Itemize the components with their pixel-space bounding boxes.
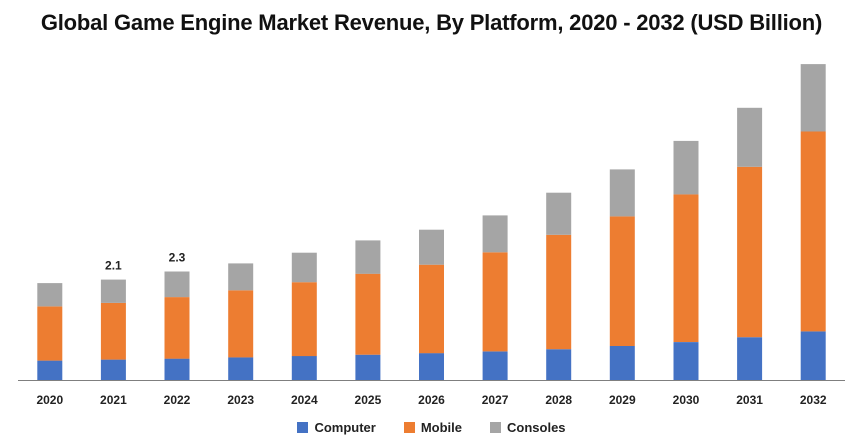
bar-consoles-2030 (673, 140, 699, 195)
bar-consoles-2029 (609, 169, 635, 217)
bar-mobile-2029 (609, 216, 635, 346)
bar-computer-2030 (673, 342, 699, 380)
x-tick-label-2020: 2020 (36, 393, 63, 407)
bar-computer-2021 (100, 359, 126, 380)
legend-swatch-computer (297, 422, 309, 433)
bar-consoles-2028 (546, 192, 572, 235)
x-tick-label-2028: 2028 (545, 393, 572, 407)
bar-computer-2032 (800, 331, 826, 380)
bar-consoles-2031 (737, 107, 763, 167)
bar-computer-2020 (37, 360, 63, 380)
bar-consoles-2022 (164, 271, 190, 298)
x-tick-label-2021: 2021 (100, 393, 127, 407)
chart-legend: Computer Mobile Consoles (0, 420, 863, 435)
x-tick-label-2026: 2026 (418, 393, 445, 407)
x-tick-label-2029: 2029 (609, 393, 636, 407)
bar-mobile-2022 (164, 297, 190, 359)
bar-consoles-2027 (482, 215, 508, 253)
bar-computer-2028 (546, 349, 572, 380)
legend-item-computer: Computer (297, 420, 376, 435)
bar-mobile-2030 (673, 194, 699, 342)
bar-mobile-2024 (291, 282, 317, 357)
chart-title: Global Game Engine Market Revenue, By Pl… (40, 10, 823, 35)
bar-computer-2029 (609, 346, 635, 380)
bar-consoles-2023 (228, 263, 254, 291)
legend-item-consoles: Consoles (490, 420, 566, 435)
legend-label-computer: Computer (314, 420, 376, 435)
bar-mobile-2021 (100, 302, 126, 360)
legend-label-mobile: Mobile (420, 420, 463, 435)
x-tick-label-2025: 2025 (355, 393, 382, 407)
bar-mobile-2031 (737, 166, 763, 338)
data-label-total-2022: 2.3 (169, 251, 186, 265)
x-tick-label-2024: 2024 (291, 393, 318, 407)
legend-swatch-consoles (490, 422, 502, 433)
data-label-total-2021: 2.1 (105, 259, 122, 273)
x-tick-label-2031: 2031 (736, 393, 763, 407)
bar-computer-2024 (291, 356, 317, 380)
x-tick-label-2032: 2032 (800, 393, 827, 407)
x-tick-label-2022: 2022 (164, 393, 191, 407)
bar-consoles-2024 (291, 252, 317, 283)
legend-item-mobile: Mobile (403, 420, 463, 435)
bar-mobile-2028 (546, 234, 572, 350)
bar-computer-2025 (355, 354, 381, 380)
bar-computer-2031 (737, 337, 763, 380)
x-tick-label-2030: 2030 (673, 393, 700, 407)
bar-mobile-2027 (482, 252, 508, 352)
legend-label-consoles: Consoles (507, 420, 566, 435)
x-tick-label-2027: 2027 (482, 393, 509, 407)
bar-consoles-2025 (355, 240, 381, 274)
legend-swatch-mobile (403, 422, 415, 433)
bar-computer-2023 (228, 357, 254, 380)
bar-mobile-2032 (800, 131, 826, 332)
bar-computer-2026 (419, 353, 444, 380)
bar-mobile-2025 (355, 273, 381, 355)
bar-consoles-2020 (37, 283, 63, 307)
bar-consoles-2032 (800, 64, 826, 132)
x-tick-label-2023: 2023 (227, 393, 254, 407)
bar-consoles-2021 (100, 279, 126, 303)
bar-computer-2022 (164, 358, 190, 380)
bar-mobile-2023 (228, 290, 254, 358)
bar-consoles-2026 (419, 229, 444, 265)
bar-mobile-2020 (37, 306, 63, 361)
bar-mobile-2026 (419, 264, 444, 354)
bar-computer-2027 (482, 351, 508, 380)
